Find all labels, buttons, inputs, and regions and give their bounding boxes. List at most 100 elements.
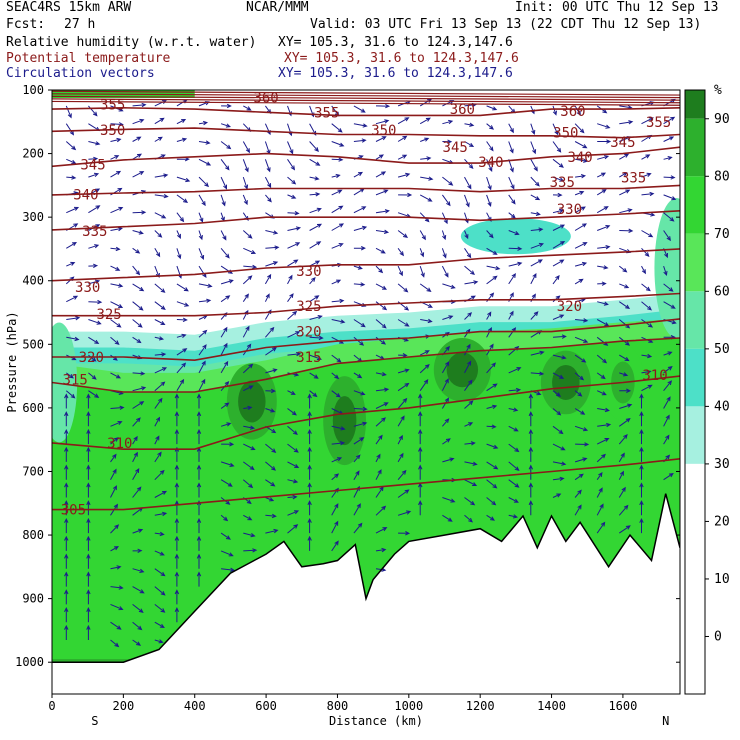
vector-arrow-206 [196, 464, 202, 480]
vector-arrow-200 [198, 360, 206, 374]
vector-arrow-110 [132, 401, 145, 409]
isentrope-330 [52, 248, 680, 282]
vector-arrow-465 [418, 446, 423, 462]
vector-arrow-337 [307, 464, 312, 480]
vector-arrow-74 [110, 319, 122, 328]
vector-arrow-409 [375, 387, 390, 392]
vector-arrow-569 [530, 176, 540, 187]
vector-arrow-180 [174, 535, 180, 551]
vector-arrow-204 [196, 428, 202, 445]
vector-arrow-721 [663, 283, 674, 292]
vector-arrow-194 [198, 265, 207, 278]
vector-arrow-398 [375, 189, 389, 196]
vector-arrow-713 [663, 136, 675, 142]
contour-label-11: 345 [80, 157, 105, 173]
vector-arrow-326 [309, 277, 316, 285]
vector-arrow-412 [375, 434, 383, 445]
vector-arrow-466 [418, 464, 423, 480]
vector-arrow-321 [309, 192, 321, 197]
vector-arrow-300 [287, 259, 299, 267]
vector-arrow-343 [331, 123, 343, 133]
vector-arrow-302 [287, 293, 294, 302]
vector-arrow-350 [331, 243, 344, 249]
x-end-label-right: N [662, 714, 669, 728]
vector-arrow-685 [619, 525, 631, 534]
vector-arrow-96 [132, 153, 143, 160]
vector-arrow-126 [154, 136, 163, 142]
vector-arrow-567 [530, 141, 537, 155]
vector-arrow-694 [641, 247, 650, 257]
x-tick-label-1200: 1200 [466, 699, 495, 713]
vector-arrow-216 [220, 159, 230, 171]
colorbar-label-0: 0 [714, 629, 722, 644]
colorbar-swatch-50 [685, 348, 705, 407]
contour-label-3: 360 [450, 102, 475, 118]
vector-arrow-18 [64, 411, 69, 427]
vector-arrow-485 [441, 378, 449, 391]
vector-arrow-83 [110, 468, 117, 480]
vector-arrow-218 [220, 194, 226, 207]
vector-arrow-461 [419, 379, 429, 391]
vector-arrow-522 [486, 194, 492, 207]
contour-label-15: 335 [621, 171, 646, 187]
vector-arrow-640 [596, 172, 607, 178]
plot-frame [51, 89, 681, 695]
vector-arrow-418 [375, 547, 387, 553]
below-ground [52, 493, 680, 694]
vector-arrow-583 [528, 411, 534, 427]
vector-arrow-123 [132, 639, 142, 646]
vector-arrow-384 [353, 390, 366, 396]
vector-arrow-234 [220, 479, 233, 487]
vector-arrow-19 [64, 428, 69, 445]
vector-arrow-653 [597, 407, 610, 413]
vector-arrow-378 [353, 282, 366, 287]
vector-arrow-684 [618, 504, 629, 516]
vector-arrow-730 [663, 434, 670, 445]
vector-arrow-449 [420, 176, 434, 181]
vector-arrow-470 [442, 119, 454, 125]
vector-arrow-393 [375, 103, 391, 109]
vector-arrow-535 [486, 424, 497, 429]
vector-arrow-176 [174, 464, 180, 480]
vector-arrow-230 [220, 402, 230, 409]
vector-arrow-166 [176, 301, 190, 307]
x-tick-label-0: 0 [48, 699, 55, 713]
vector-arrow-533 [486, 383, 498, 392]
vector-arrow-498 [464, 194, 470, 208]
vector-arrow-385 [353, 406, 368, 412]
vector-arrow-29 [64, 607, 69, 623]
vector-arrow-59 [86, 589, 91, 605]
vector-arrow-726 [663, 366, 673, 374]
vector-arrow-392 [353, 522, 363, 534]
rh-core-inner-2 [446, 352, 479, 388]
vector-arrow-245 [242, 194, 248, 206]
y-tick-label-1000: 1000 [15, 655, 44, 669]
y-tick-label-700: 700 [22, 464, 44, 478]
vector-arrow-608 [552, 443, 566, 451]
vector-arrow-367 [331, 540, 339, 552]
vector-arrow-228 [220, 360, 229, 374]
vector-arrow-732 [663, 472, 674, 481]
vector-arrow-423 [397, 154, 408, 160]
vector-arrow-242 [242, 141, 250, 154]
vector-arrow-140 [154, 381, 166, 392]
vector-arrow-276 [264, 273, 272, 285]
vector-arrow-341 [307, 535, 312, 551]
vector-arrow-464 [418, 428, 423, 445]
vector-arrow-362 [331, 457, 343, 463]
vector-arrow-26 [64, 553, 69, 569]
vector-arrow-438 [397, 415, 405, 427]
vector-arrow-303 [287, 310, 298, 320]
vector-arrow-593 [552, 176, 565, 182]
vector-arrow-376 [353, 246, 366, 251]
axes: 100 200 300 400 500 600 700 800 900 1000 0 200 400 60… [5, 83, 681, 728]
vector-arrow-691 [641, 191, 655, 197]
vector-arrow-332 [309, 390, 318, 398]
colorbar-swatch-40 [685, 406, 705, 464]
vector-arrow-125 [154, 117, 165, 125]
vector-arrow-729 [663, 414, 670, 427]
y-tick-label-100: 100 [22, 83, 44, 97]
y-tick-label-500: 500 [22, 337, 44, 351]
vector-arrow-186 [198, 120, 209, 126]
vector-arrow-386 [353, 421, 368, 427]
